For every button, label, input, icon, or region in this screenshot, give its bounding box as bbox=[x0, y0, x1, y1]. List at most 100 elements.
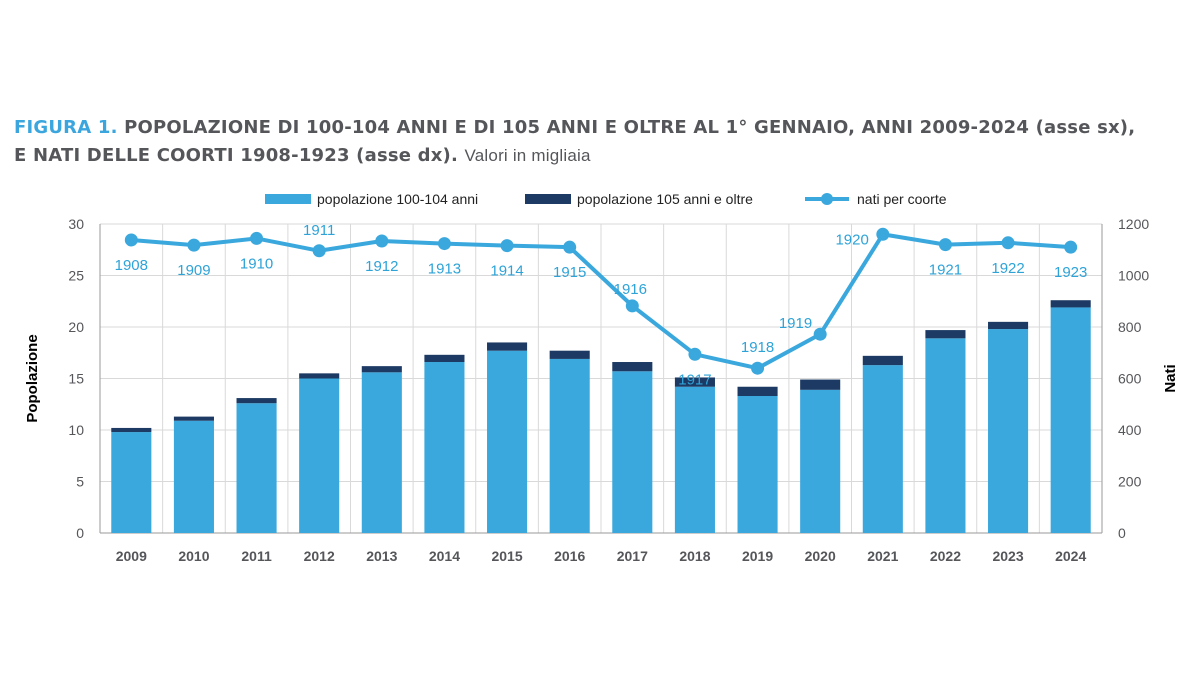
line-point-label: 1911 bbox=[303, 222, 335, 239]
bar-100-104 bbox=[612, 371, 653, 533]
bar-105-plus bbox=[737, 386, 778, 397]
line-point bbox=[312, 244, 326, 258]
bar-105-plus bbox=[487, 342, 528, 351]
x-tick-label: 2023 bbox=[992, 548, 1023, 564]
line-point-label: 1910 bbox=[240, 255, 273, 272]
bar-105-plus bbox=[862, 355, 903, 366]
line-point bbox=[437, 237, 451, 251]
line-point-label: 1909 bbox=[177, 262, 210, 279]
line-point-label: 1922 bbox=[991, 260, 1024, 277]
bar-105-plus bbox=[111, 427, 152, 433]
line-point bbox=[124, 233, 138, 247]
line-point bbox=[563, 240, 577, 254]
bar-105-plus bbox=[549, 350, 590, 359]
line-point-label: 1920 bbox=[835, 231, 868, 248]
x-tick-label: 2013 bbox=[366, 548, 397, 564]
bar-100-104 bbox=[925, 338, 966, 533]
bar-100-104 bbox=[674, 386, 715, 533]
bar-100-104 bbox=[361, 372, 402, 533]
bar-105-plus bbox=[424, 354, 465, 363]
y-left-tick-label: 30 bbox=[68, 216, 84, 232]
x-tick-label: 2018 bbox=[679, 548, 710, 564]
x-tick-label: 2011 bbox=[241, 548, 272, 564]
line-point bbox=[1064, 240, 1078, 254]
line-point bbox=[751, 361, 765, 375]
x-tick-label: 2019 bbox=[742, 548, 773, 564]
line-point bbox=[813, 327, 827, 341]
y-right-tick-label: 1000 bbox=[1118, 268, 1149, 284]
bar-100-104 bbox=[737, 396, 778, 533]
line-point-label: 1916 bbox=[614, 281, 647, 298]
legend-swatch-100-104 bbox=[265, 194, 311, 204]
y-left-tick-label: 0 bbox=[76, 525, 84, 541]
legend-label-nati: nati per coorte bbox=[857, 191, 947, 207]
y-right-tick-label: 200 bbox=[1118, 474, 1142, 490]
bar-100-104 bbox=[1050, 307, 1091, 533]
line-point-label: 1918 bbox=[741, 339, 774, 356]
line-point-label: 1915 bbox=[553, 264, 586, 281]
bar-105-plus bbox=[1050, 300, 1091, 308]
line-nati-per-coorte bbox=[131, 232, 1071, 371]
line-point bbox=[876, 227, 890, 241]
title-line-1: FIGURA 1. POPOLAZIONE DI 100-104 ANNI E … bbox=[14, 114, 1194, 142]
legend-swatch-marker bbox=[821, 193, 833, 205]
line-point-label: 1914 bbox=[490, 263, 523, 280]
line-point bbox=[187, 238, 201, 252]
bar-100-104 bbox=[236, 403, 277, 533]
bar-105-plus bbox=[299, 373, 340, 379]
line-point-label: 1921 bbox=[929, 262, 962, 279]
chart-panel: 0 5 10 15 20 25 30 0 200 400 600 800 1000 1200 2009 201… bbox=[15, 180, 1193, 570]
y-left-axis-title: Popolazione bbox=[24, 334, 41, 422]
chart-svg: 0 5 10 15 20 25 30 0 200 400 600 800 1000 1200 2009 201… bbox=[24, 191, 1179, 564]
y-left-tick-label: 25 bbox=[68, 268, 84, 284]
y-right-tick-label: 400 bbox=[1118, 422, 1142, 438]
title-main: POPOLAZIONE DI 100-104 ANNI E DI 105 ANN… bbox=[124, 117, 1136, 138]
line-point bbox=[500, 239, 514, 253]
y-right-tick-label: 0 bbox=[1118, 525, 1126, 541]
line-point bbox=[688, 347, 702, 361]
title-line-2: E NATI DELLE COORTI 1908-1923 (asse dx).… bbox=[14, 142, 1194, 170]
x-tick-label: 2017 bbox=[617, 548, 648, 564]
figure-label: FIGURA 1. bbox=[14, 117, 118, 138]
bar-105-plus bbox=[674, 377, 715, 387]
line-point-label: 1908 bbox=[115, 257, 148, 274]
x-tick-label: 2015 bbox=[491, 548, 522, 564]
bar-105-plus bbox=[925, 330, 966, 339]
x-tick-label: 2024 bbox=[1055, 548, 1086, 564]
y-left-tick-label: 20 bbox=[68, 319, 84, 335]
legend-swatch-105-plus bbox=[525, 194, 571, 204]
x-tick-label: 2022 bbox=[930, 548, 961, 564]
figure-title: FIGURA 1. POPOLAZIONE DI 100-104 ANNI E … bbox=[14, 114, 1194, 170]
x-tick-label: 2020 bbox=[805, 548, 836, 564]
x-tick-label: 2016 bbox=[554, 548, 585, 564]
bar-105-plus bbox=[361, 366, 402, 373]
bar-100-104 bbox=[549, 358, 590, 533]
bar-100-104 bbox=[299, 378, 340, 533]
y-right-tick-label: 800 bbox=[1118, 319, 1142, 335]
x-tick-label: 2014 bbox=[429, 548, 460, 564]
legend-label-105-plus: popolazione 105 anni e oltre bbox=[577, 191, 753, 207]
y-right-tick-label: 1200 bbox=[1118, 216, 1149, 232]
bar-105-plus bbox=[236, 398, 277, 404]
title-subtitle: E NATI DELLE COORTI 1908-1923 (asse dx). bbox=[14, 145, 459, 166]
x-tick-label: 2021 bbox=[867, 548, 898, 564]
y-left-tick-label: 10 bbox=[68, 422, 84, 438]
bar-105-plus bbox=[612, 362, 653, 372]
x-tick-label: 2012 bbox=[304, 548, 335, 564]
bar-105-plus bbox=[988, 321, 1029, 330]
line-point bbox=[625, 299, 639, 313]
y-left-tick-label: 15 bbox=[68, 371, 84, 387]
legend-label-100-104: popolazione 100-104 anni bbox=[317, 191, 478, 207]
x-tick-label: 2010 bbox=[178, 548, 209, 564]
bar-100-104 bbox=[487, 350, 528, 533]
y-right-axis-title: Nati bbox=[1162, 364, 1179, 392]
bar-100-104 bbox=[862, 365, 903, 533]
bar-100-104 bbox=[988, 329, 1029, 533]
line-point bbox=[250, 231, 264, 245]
bar-105-plus bbox=[173, 416, 214, 421]
y-left-tick-label: 5 bbox=[76, 474, 84, 490]
x-tick-label: 2009 bbox=[116, 548, 147, 564]
line-point-label: 1912 bbox=[365, 258, 398, 275]
bar-100-104 bbox=[111, 432, 152, 533]
line-point-label: 1923 bbox=[1054, 264, 1087, 281]
